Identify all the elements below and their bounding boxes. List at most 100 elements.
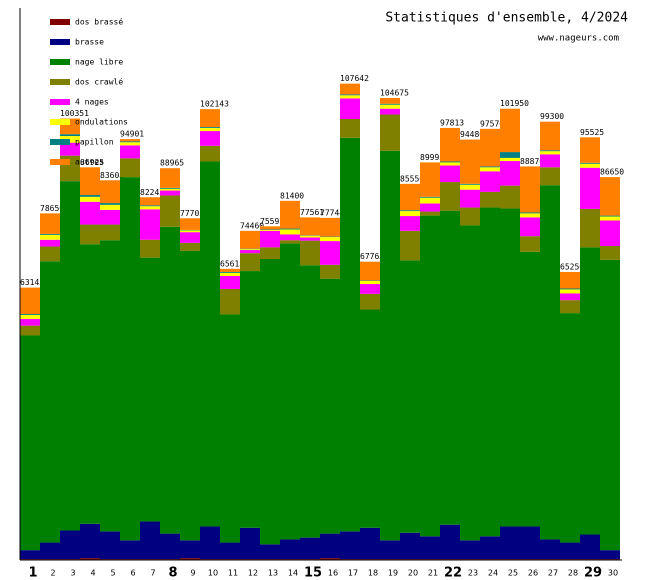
bar-segment [180,232,200,243]
bar-segment [380,108,400,115]
bar-segment [540,167,560,186]
total-label: 77561 [300,208,324,217]
bar-segment [120,141,140,143]
total-label: 101950 [500,99,529,108]
total-label: 95525 [580,128,604,137]
bar-segment [560,289,580,294]
bar-segment [360,261,380,281]
x-tick-label: 2 [50,569,55,578]
bar-segment [120,540,140,560]
legend: dos brassé brasse nage libre dos crawlé 4 na… [50,17,128,167]
bar-segment [380,114,400,151]
bar-segment [220,275,240,289]
legend-label: nage libre [75,58,123,67]
bar-segment [400,210,420,212]
bar-segment [380,150,400,541]
x-tick-label: 3 [70,569,75,578]
bar-segment [140,239,160,258]
legend-label: 4 nages [75,98,109,107]
bar-segment [20,550,40,560]
bar-segment [560,288,580,290]
total-label: 86925 [80,158,104,167]
bar-segment [320,241,340,265]
bar-segment [60,142,80,156]
bar-segment [580,208,600,248]
x-tick-label: 14 [288,569,298,578]
bar-segment [280,243,300,540]
bar-segment [160,190,180,196]
legend-label: dos brassé [75,17,123,27]
bar-segment [240,527,260,560]
bar-segment [500,108,520,153]
bar-segment [100,240,120,532]
legend-swatch [50,159,70,165]
bar-segment [280,228,300,230]
bar-segment [600,550,620,560]
bar-segment [580,534,600,560]
bar-segment [320,558,340,560]
bar-segment [160,188,180,191]
bar-segment [400,260,420,533]
x-tick-label: 28 [568,569,578,578]
bar-segment [340,137,360,532]
bar-segment [180,242,200,251]
total-label: 75592 [260,217,284,226]
x-tick-label: 6 [130,569,135,578]
bar-segment [280,234,300,241]
bar-segment [200,145,220,162]
total-label: 104675 [380,88,409,97]
total-label: 86650 [600,168,624,177]
bar-segment [140,206,160,210]
bar-segment [520,526,540,560]
bar-segment [580,247,600,535]
bar-segment [120,177,140,541]
bar-segment [360,309,380,528]
bar-segment [520,236,540,252]
x-tick-label: 11 [228,569,238,578]
bar-segment [340,94,360,96]
total-label: 97813 [440,118,464,127]
bar-segment [540,185,560,540]
bar-segment [300,237,320,241]
bar-segment [320,533,340,559]
bar-segment [200,131,220,146]
bar-segment [380,104,400,109]
bar-segment [340,98,360,119]
total-label: 74460 [240,221,264,230]
plot: 63145 78650 100351 86925 83608 94901 82245 8896… [20,74,624,560]
bar-segment [460,139,480,184]
legend-label: dos crawlé [75,77,123,87]
bar-segment [580,137,600,163]
total-label: 83608 [100,171,124,180]
bar-segment [180,558,200,560]
legend-label: ondulations [75,118,128,127]
bar-segment [380,540,400,560]
bar-segment [400,216,420,231]
bar-segment [540,154,560,168]
legend-swatch [50,139,70,145]
total-label: 99300 [540,112,564,121]
bar-segment [100,203,120,205]
bar-segment [40,239,60,247]
bar-segment [260,544,280,560]
legend-label: autres [75,158,104,167]
total-label: 88870 [520,157,544,166]
bar-segment [460,189,480,208]
bar-segment [420,196,440,198]
x-tick-label: 25 [508,569,518,578]
bar-segment [380,97,400,104]
bar-segment [560,300,580,314]
bar-segment [160,195,180,227]
bar-segment [560,313,580,543]
bar-segment [140,257,160,522]
bar-segment [240,253,260,272]
bar-segment [420,203,440,212]
bar-segment [40,233,60,235]
legend-label: brasse [75,38,104,47]
bar-segment [120,145,140,159]
x-tick-label: 20 [408,569,418,578]
bar-segment [600,246,620,260]
bar-segment [40,542,60,560]
bar-segment [80,201,100,225]
